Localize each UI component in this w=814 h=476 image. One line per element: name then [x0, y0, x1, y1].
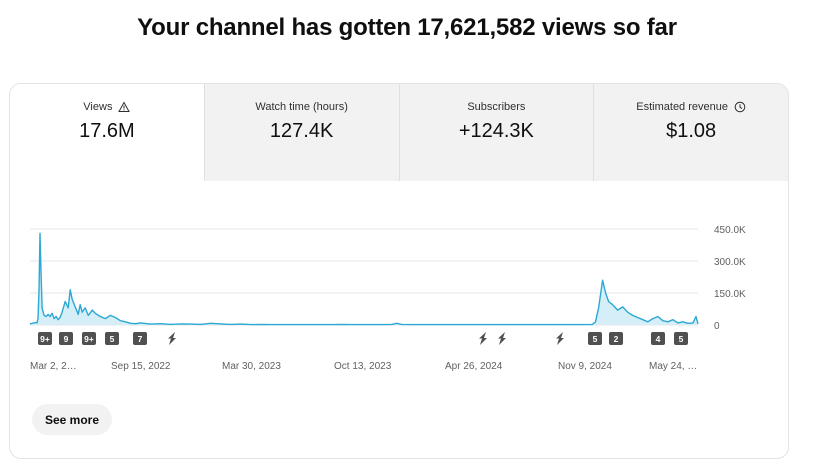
- shorts-icon: [168, 332, 176, 345]
- metric-label: Subscribers: [467, 101, 526, 113]
- x-tick-label: Mar 2, 2…: [30, 361, 77, 372]
- x-tick-label: Sep 15, 2022: [111, 361, 171, 372]
- video-marker: [651, 332, 665, 345]
- y-tick-label: 0: [714, 321, 720, 332]
- tab-views[interactable]: Views 17.6M: [10, 84, 204, 181]
- metric-value: 127.4K: [269, 120, 334, 142]
- video-marker: [38, 332, 52, 345]
- metric-value: 17.6M: [79, 120, 135, 142]
- tab-estimated-revenue[interactable]: Estimated revenue $1.08: [593, 84, 788, 181]
- video-marker: [82, 332, 96, 345]
- series-area: [30, 233, 698, 325]
- warning-icon: [118, 101, 131, 112]
- y-tick-label: 450.0K: [714, 225, 746, 236]
- metric-label: Views: [83, 101, 113, 113]
- metric-value: +124.3K: [458, 120, 534, 142]
- video-marker: [105, 332, 119, 345]
- shorts-icon: [479, 332, 487, 345]
- video-marker-label: 5: [679, 334, 684, 344]
- video-marker-label: 4: [656, 334, 661, 344]
- video-marker-label: 2: [614, 334, 619, 344]
- tab-subscribers[interactable]: Subscribers +124.3K: [398, 84, 594, 181]
- x-tick-label: May 24, …: [649, 361, 697, 372]
- clock-icon: [734, 101, 746, 113]
- tab-watch-time[interactable]: Watch time (hours) 127.4K: [203, 84, 399, 181]
- x-tick-label: Nov 9, 2024: [558, 361, 612, 372]
- metric-tabs: Views 17.6M Watch time (hours) 127.4K Su…: [10, 84, 788, 181]
- y-tick-label: 150.0K: [714, 289, 746, 300]
- video-marker: [609, 332, 623, 345]
- y-tick-label: 300.0K: [714, 257, 746, 268]
- x-tick-label: Mar 30, 2023: [222, 361, 281, 372]
- analytics-card: Views 17.6M Watch time (hours) 127.4K Su…: [9, 83, 789, 459]
- video-marker-label: 5: [110, 334, 115, 344]
- metric-label: Estimated revenue: [636, 101, 728, 113]
- x-tick-label: Apr 26, 2024: [445, 361, 503, 372]
- video-marker-label: 9+: [84, 334, 94, 344]
- video-marker: [674, 332, 688, 345]
- video-marker: [588, 332, 602, 345]
- metric-label: Watch time (hours): [255, 101, 348, 113]
- video-marker-label: 7: [138, 334, 143, 344]
- video-marker: [133, 332, 147, 345]
- metric-value: $1.08: [666, 120, 717, 142]
- video-marker-label: 9: [64, 334, 69, 344]
- see-more-button[interactable]: See more: [32, 404, 113, 435]
- x-tick-label: Oct 13, 2023: [334, 361, 392, 372]
- page-title: Your channel has gotten 17,621,582 views…: [137, 14, 677, 41]
- shorts-icon: [556, 332, 564, 345]
- video-marker-label: 9+: [40, 334, 50, 344]
- shorts-icon: [498, 332, 506, 345]
- video-marker-label: 5: [593, 334, 598, 344]
- video-marker: [59, 332, 73, 345]
- views-chart: 450.0K 300.0K 150.0K 0 9+ 9 9+ 5 7 5 2 4 5 Mar 2, 2… S…: [29, 225, 746, 372]
- series-line: [29, 232, 699, 326]
